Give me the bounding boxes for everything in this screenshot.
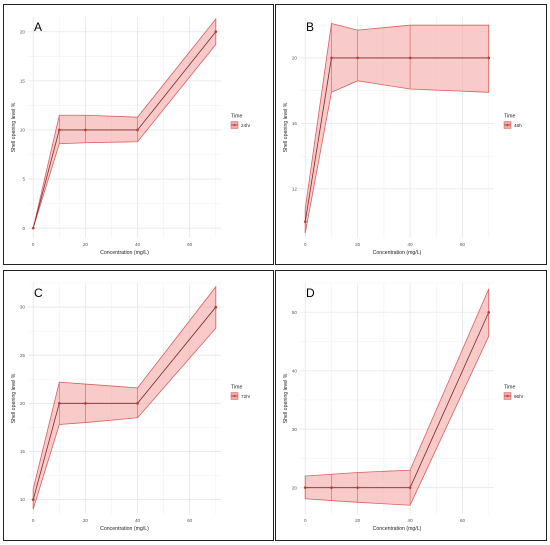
data-point [136,128,139,132]
legend-key-point [233,124,236,126]
y-axis-label: Shell opening level % [283,373,289,423]
chart-svg: 0 20 40 60 0 5 10 15 20 Concentration (mg/L) Shell… [11,17,251,256]
y-tick-label: 12 [292,186,298,191]
x-tick-label: 40 [408,242,414,247]
data-point [214,30,218,34]
data-point [57,128,61,132]
y-tick-label: 15 [20,449,26,454]
chart-panel-a: 0 20 40 60 0 5 10 15 20 Concentration (mg/L) Shell… [3,4,274,265]
legend-title: Time [231,385,242,391]
legend-label: 96hr [514,394,524,399]
data-point [84,128,87,132]
legend-label: 48h [514,123,522,128]
data-point [136,402,139,405]
x-tick-label: 60 [460,242,466,247]
chart-panel-d: 0 20 40 60 20 30 40 50 Concentration (mg/L) Shell… [275,270,547,541]
x-tick-label: 0 [304,242,307,247]
y-tick-label: 0 [22,226,25,231]
y-tick-label: 25 [20,353,26,358]
x-tick-label: 40 [408,518,414,523]
x-tick-label: 0 [32,518,35,523]
x-axis-label: Concentration (mg/L) [100,250,149,256]
data-point [57,402,61,405]
x-axis-label: Concentration (mg/L) [373,526,422,532]
x-tick-label: 40 [135,518,141,523]
chart-panel-b: 0 20 40 60 12 16 20 Concentration (mg/L) Shell o… [275,4,547,265]
legend-label: 72hr [241,394,251,399]
data-point [356,486,359,489]
x-tick-label: 20 [355,242,361,247]
panel-label: B [306,20,314,34]
x-axis-label: Concentration (mg/L) [373,250,422,256]
data-point [487,56,491,60]
data-point [487,310,491,314]
chart-svg: 0 20 40 60 10 15 20 25 30 Concentration (mg/L) She… [11,282,251,532]
y-tick-label: 10 [20,128,26,133]
y-tick-label: 50 [292,310,298,315]
legend-label: 24hr [241,123,251,128]
y-tick-label: 30 [20,305,26,310]
legend-key-point [506,395,509,397]
y-tick-label: 20 [20,29,26,34]
y-tick-label: 30 [292,427,298,432]
chart-panel-c: 0 20 40 60 10 15 20 25 30 Concentration (mg/L) She… [3,270,274,541]
y-tick-label: 16 [292,121,298,126]
y-tick-label: 40 [292,368,298,373]
chart-svg: 0 20 40 60 12 16 20 Concentration (mg/L) Shell o… [283,17,522,256]
x-tick-label: 0 [32,242,35,247]
x-tick-label: 60 [187,242,193,247]
data-point [84,402,87,405]
x-tick-label: 60 [187,518,193,523]
x-tick-label: 20 [355,518,361,523]
data-point [408,56,412,60]
legend-title: Time [504,114,515,120]
y-axis-label: Shell opening level % [11,373,17,423]
data-point [303,220,307,223]
y-tick-label: 20 [292,56,298,61]
legend-title: Time [504,385,515,391]
data-point [330,56,333,60]
panel-label: C [34,286,43,300]
data-point [356,56,359,60]
data-point [31,498,35,501]
data-point [408,486,412,489]
x-tick-label: 60 [460,518,466,523]
panel-label: D [306,286,315,300]
y-axis-label: Shell opening level % [11,102,17,152]
data-point [330,486,333,489]
y-tick-label: 15 [20,78,26,83]
panel-label: A [34,20,42,34]
data-point [214,305,218,309]
y-axis-label: Shell opening level % [283,102,289,152]
y-tick-label: 10 [20,497,26,502]
legend-title: Time [231,114,242,120]
x-tick-label: 0 [304,518,307,523]
x-tick-label: 40 [135,242,141,247]
legend-key-point [233,395,236,397]
data-point [303,486,307,489]
y-tick-label: 5 [22,177,25,182]
x-tick-label: 20 [83,242,89,247]
y-tick-label: 20 [292,485,298,490]
x-tick-label: 20 [83,518,89,523]
y-tick-label: 20 [20,401,26,406]
chart-svg: 0 20 40 60 20 30 40 50 Concentration (mg/L) Shell… [283,282,524,532]
data-point [31,226,35,230]
x-axis-label: Concentration (mg/L) [100,526,149,532]
legend-key-point [506,124,509,126]
